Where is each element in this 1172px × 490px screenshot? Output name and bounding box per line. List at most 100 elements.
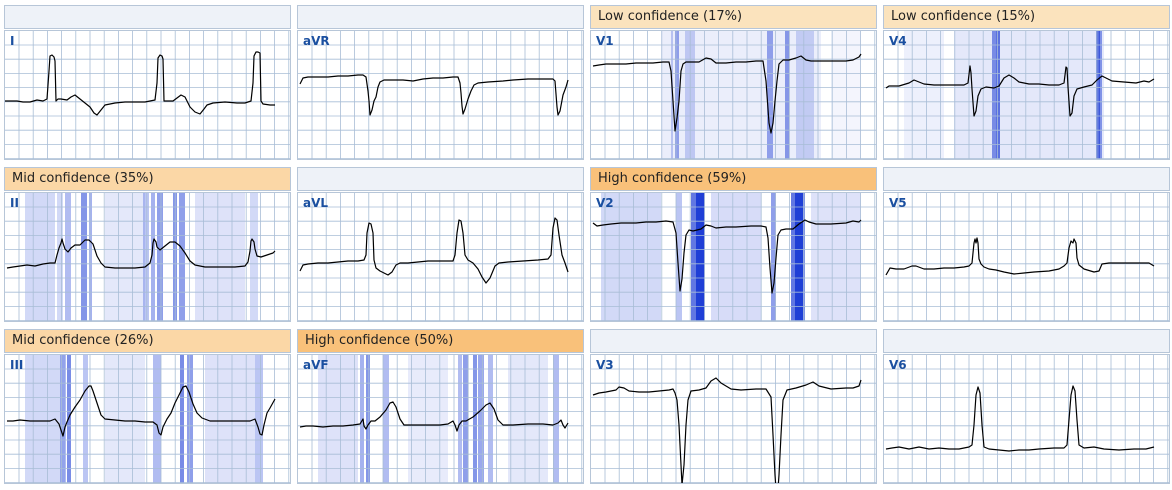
saliency-band — [463, 355, 468, 483]
confidence-header: High confidence (50%) — [297, 329, 584, 353]
saliency-band — [473, 355, 477, 483]
lead-panel-v5: V5 — [883, 167, 1170, 322]
saliency-band — [904, 31, 944, 159]
ecg-plot-svg — [5, 31, 290, 159]
saliency-band — [81, 193, 87, 321]
lead-label: aVF — [303, 358, 329, 372]
saliency-band — [151, 193, 155, 321]
ecg-trace — [885, 65, 1155, 117]
saliency-band — [195, 193, 245, 321]
confidence-header: High confidence (59%) — [590, 167, 877, 191]
lead-label: V1 — [596, 34, 614, 48]
confidence-header: Mid confidence (26%) — [4, 329, 291, 353]
lead-panel-avf: High confidence (50%) aVF — [297, 329, 584, 484]
ecg-plot: V3 — [590, 354, 877, 484]
lead-label: V3 — [596, 358, 614, 372]
saliency-band — [89, 193, 92, 321]
saliency-band — [691, 193, 697, 321]
lead-panel-i: I — [4, 5, 291, 160]
confidence-header — [883, 329, 1170, 353]
confidence-header — [883, 167, 1170, 191]
ecg-plot: III — [4, 354, 291, 484]
ecg-plot: aVL — [297, 192, 584, 322]
lead-label: V5 — [889, 196, 907, 210]
confidence-header — [297, 167, 584, 191]
saliency-band — [795, 193, 803, 321]
lead-panel-v2: High confidence (59%) V2 — [590, 167, 877, 322]
lead-label: V6 — [889, 358, 907, 372]
ecg-plot: V1 — [590, 30, 877, 160]
saliency-band — [458, 355, 462, 483]
lead-panel-ii: Mid confidence (35%) II — [4, 167, 291, 322]
ecg-plot: aVF — [297, 354, 584, 484]
saliency-band — [701, 193, 705, 321]
ecg-plot: V6 — [883, 354, 1170, 484]
lead-panel-avr: aVR — [297, 5, 584, 160]
saliency-band — [67, 355, 71, 483]
ecg-plot: aVR — [297, 30, 584, 160]
saliency-band — [25, 193, 55, 321]
saliency-band — [508, 355, 548, 483]
saliency-band — [1099, 31, 1102, 159]
saliency-band — [801, 193, 805, 321]
saliency-band — [105, 193, 145, 321]
saliency-band — [408, 355, 448, 483]
saliency-band — [187, 355, 193, 483]
ecg-plot: V5 — [883, 192, 1170, 322]
lead-label: V4 — [889, 34, 907, 48]
saliency-band — [996, 31, 1000, 159]
saliency-band — [696, 193, 704, 321]
saliency-band — [180, 355, 184, 483]
saliency-band — [601, 193, 661, 321]
saliency-band — [771, 193, 776, 321]
ecg-plot-svg — [5, 193, 290, 321]
saliency-band — [992, 31, 996, 159]
saliency-band — [785, 31, 789, 159]
confidence-header: Low confidence (15%) — [883, 5, 1170, 29]
saliency-band — [366, 355, 370, 483]
lead-label: V2 — [596, 196, 614, 210]
lead-panel-iii: Mid confidence (26%) III — [4, 329, 291, 484]
confidence-header — [4, 5, 291, 29]
saliency-band — [105, 355, 145, 483]
saliency-band — [1096, 31, 1100, 159]
saliency-band — [791, 193, 797, 321]
ecg-plot-svg — [884, 193, 1169, 321]
saliency-band — [83, 355, 88, 483]
ecg-plot: V2 — [590, 192, 877, 322]
lead-label: aVR — [303, 34, 330, 48]
saliency-band — [65, 193, 71, 321]
ecg-trace — [885, 385, 1155, 452]
confidence-header — [297, 5, 584, 29]
confidence-header — [590, 329, 877, 353]
saliency-band — [360, 355, 364, 483]
ecg-trace — [299, 217, 569, 284]
ecg-trace — [7, 385, 276, 437]
lead-panel-avl: aVL — [297, 167, 584, 322]
saliency-band — [711, 193, 761, 321]
ecg-plot-svg — [884, 31, 1169, 159]
ecg-plot: II — [4, 192, 291, 322]
saliency-band — [383, 355, 389, 483]
saliency-band — [676, 193, 682, 321]
saliency-band — [553, 355, 559, 483]
ecg-plot-svg — [591, 193, 876, 321]
lead-panel-v3: V3 — [590, 329, 877, 484]
ecg-plot-svg — [884, 355, 1169, 483]
saliency-band — [488, 355, 493, 483]
saliency-band — [25, 355, 65, 483]
ecg-trace — [592, 377, 862, 483]
saliency-band — [661, 31, 821, 159]
saliency-band — [767, 31, 773, 159]
saliency-band — [157, 193, 163, 321]
ecg-trace — [299, 401, 569, 432]
saliency-band — [255, 355, 263, 483]
ecg-plot-svg — [591, 31, 876, 159]
saliency-band — [179, 193, 185, 321]
lead-label: III — [10, 358, 24, 372]
saliency-band — [205, 355, 255, 483]
ecg-plot: I — [4, 30, 291, 160]
lead-label: II — [10, 196, 19, 210]
saliency-band — [811, 193, 861, 321]
